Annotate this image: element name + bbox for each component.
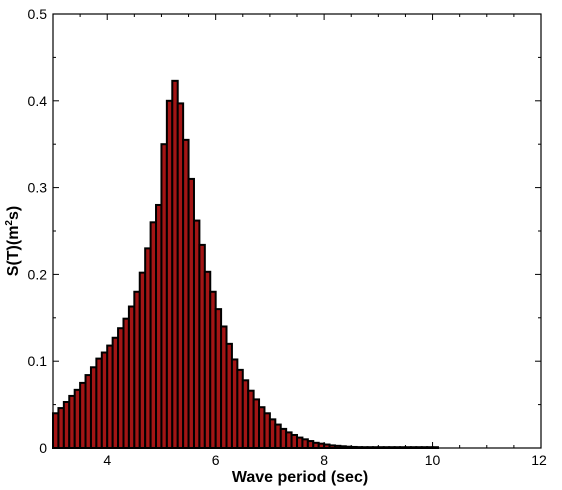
x-tick-label: 4 xyxy=(103,452,111,468)
x-tick-label: 12 xyxy=(531,452,547,468)
y-axis-title: S(T)(m2s) xyxy=(4,206,22,276)
y-tick-label: 0.2 xyxy=(28,266,48,282)
bars-group xyxy=(52,79,439,450)
x-axis-title: Wave period (sec) xyxy=(232,469,368,486)
x-tick-label: 10 xyxy=(425,452,441,468)
y-axis-title-sup: 2 xyxy=(4,220,15,226)
y-axis-ticks: 0 0.1 0.2 0.3 0.4 0.5 xyxy=(28,6,541,456)
y-tick-label: 0.1 xyxy=(28,353,48,369)
y-tick-label: 0.4 xyxy=(28,93,48,109)
y-tick-label: 0 xyxy=(39,440,47,456)
x-tick-label: 6 xyxy=(212,452,220,468)
x-axis-ticks: 4 6 8 10 12 xyxy=(52,14,547,468)
y-tick-label: 0.5 xyxy=(28,6,48,22)
x-tick-label: 8 xyxy=(320,452,328,468)
y-tick-label: 0.3 xyxy=(28,180,48,196)
y-axis-title-tail: s) xyxy=(5,206,22,220)
y-axis-title-main: S(T)(m xyxy=(5,226,22,277)
